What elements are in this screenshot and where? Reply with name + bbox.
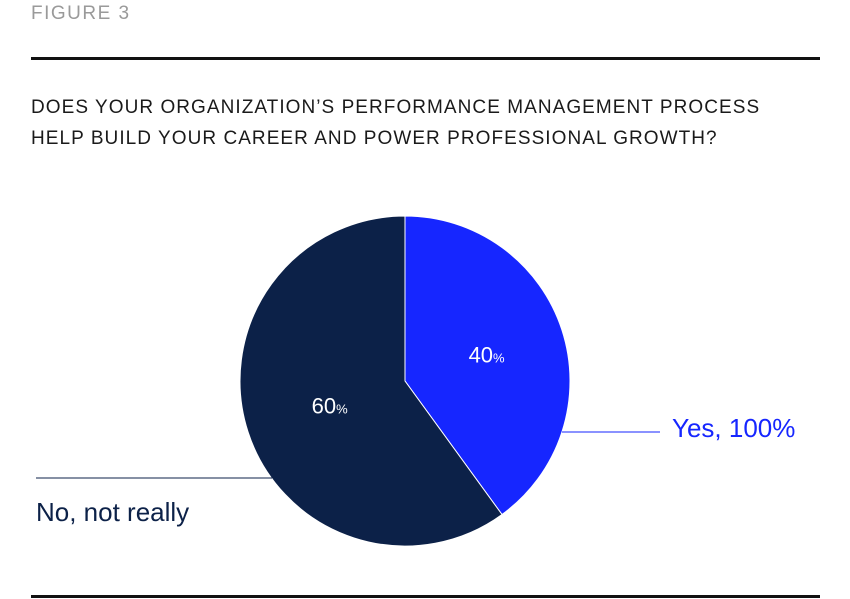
pie-value-label-yes: 40% — [469, 342, 505, 367]
pie-value-labels: 40% 60% — [312, 342, 505, 418]
callout-label-yes: Yes, 100% — [672, 413, 795, 443]
pie-slice-yes — [404, 215, 571, 516]
callout-label-no: No, not really — [36, 497, 189, 527]
pie-slices — [239, 215, 571, 547]
chart-question: DOES YOUR ORGANIZATION’S PERFORMANCE MAN… — [31, 92, 821, 154]
figure-label: FIGURE 3 — [31, 3, 131, 24]
question-line-2: HELP BUILD YOUR CAREER AND POWER PROFESS… — [31, 128, 718, 149]
top-rule — [31, 57, 820, 60]
question-line-1: DOES YOUR ORGANIZATION’S PERFORMANCE MAN… — [31, 97, 761, 118]
pie-callouts: Yes, 100% No, not really — [36, 413, 795, 527]
bottom-rule — [31, 595, 820, 598]
pie-value-label-no: 60% — [312, 393, 348, 418]
pie-slice-no — [239, 215, 503, 547]
